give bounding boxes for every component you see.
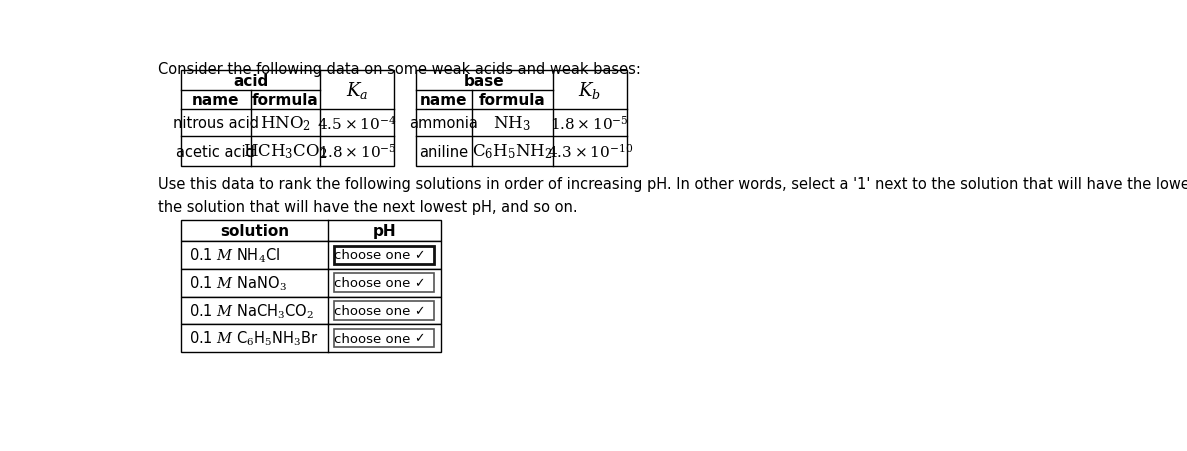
Text: $\mathrm{HNO_2}$: $\mathrm{HNO_2}$ <box>260 114 311 133</box>
Bar <box>180 220 440 242</box>
Text: acetic acid: acetic acid <box>177 144 255 159</box>
Bar <box>180 269 440 297</box>
Bar <box>180 71 394 166</box>
Text: choose one: choose one <box>335 332 411 345</box>
Bar <box>180 297 440 325</box>
Text: 0.1 $M$ NaNO$_3$: 0.1 $M$ NaNO$_3$ <box>189 274 286 292</box>
Text: 0.1 $M$ NH$_4$Cl: 0.1 $M$ NH$_4$Cl <box>189 246 280 265</box>
Text: $4.3 \times 10^{-10}$: $4.3 \times 10^{-10}$ <box>547 143 633 161</box>
Text: $\mathrm{NH_3}$: $\mathrm{NH_3}$ <box>494 114 531 133</box>
Bar <box>335 274 434 292</box>
Bar <box>335 329 434 348</box>
Text: $K_a$: $K_a$ <box>347 80 368 101</box>
Text: $\mathrm{HCH_3CO_2}$: $\mathrm{HCH_3CO_2}$ <box>243 143 328 161</box>
Text: solution: solution <box>220 223 290 238</box>
Text: $1.8 \times 10^{-5}$: $1.8 \times 10^{-5}$ <box>318 143 396 161</box>
Text: $1.8 \times 10^{-5}$: $1.8 \times 10^{-5}$ <box>551 115 629 132</box>
Text: Use this data to rank the following solutions in order of increasing pH. In othe: Use this data to rank the following solu… <box>158 177 1187 215</box>
Text: ✓: ✓ <box>414 276 425 290</box>
Text: $K_b$: $K_b$ <box>578 80 602 101</box>
Text: Consider the following data on some weak acids and weak bases:: Consider the following data on some weak… <box>158 62 641 77</box>
Bar <box>415 71 627 166</box>
Bar <box>335 302 434 320</box>
Text: ✓: ✓ <box>414 304 425 317</box>
Text: choose one: choose one <box>335 276 411 290</box>
Bar <box>180 242 440 269</box>
Text: pH: pH <box>373 223 396 238</box>
Text: choose one: choose one <box>335 304 411 317</box>
Text: choose one: choose one <box>335 249 411 262</box>
Text: ammonia: ammonia <box>410 116 478 131</box>
Text: formula: formula <box>478 93 546 108</box>
Text: name: name <box>192 93 240 108</box>
Text: base: base <box>464 74 504 88</box>
Text: 0.1 $M$ NaCH$_3$CO$_2$: 0.1 $M$ NaCH$_3$CO$_2$ <box>189 302 313 320</box>
Text: $4.5 \times 10^{-4}$: $4.5 \times 10^{-4}$ <box>317 115 396 132</box>
Text: ✓: ✓ <box>414 249 425 262</box>
Bar <box>335 246 434 265</box>
Text: $\mathrm{C_6H_5NH_2}$: $\mathrm{C_6H_5NH_2}$ <box>472 143 552 161</box>
Text: name: name <box>420 93 468 108</box>
Text: 0.1 $M$ C$_6$H$_5$NH$_3$Br: 0.1 $M$ C$_6$H$_5$NH$_3$Br <box>189 329 318 348</box>
Text: acid: acid <box>233 74 268 88</box>
Text: nitrous acid: nitrous acid <box>173 116 259 131</box>
Text: aniline: aniline <box>419 144 468 159</box>
Text: ✓: ✓ <box>414 332 425 345</box>
Bar <box>180 325 440 352</box>
Text: formula: formula <box>252 93 319 108</box>
